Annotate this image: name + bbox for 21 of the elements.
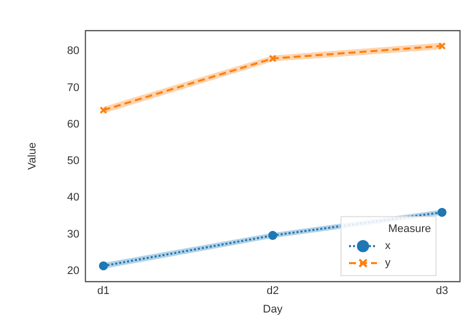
x-tick-label: d2 (266, 285, 279, 298)
legend-label: y (385, 257, 391, 270)
y-tick-label: 30 (67, 228, 80, 240)
point (100, 106, 108, 114)
point (268, 54, 277, 62)
y-axis-title: Value (26, 142, 39, 170)
y-tick-label: 20 (67, 265, 80, 278)
x-tick-label: d3 (436, 285, 448, 298)
x-axis-title: Day (262, 303, 283, 316)
point (438, 42, 446, 50)
x-tick-label: d1 (97, 285, 110, 298)
point (268, 230, 278, 240)
y-tick-label: 80 (67, 45, 80, 58)
legend-label: x (385, 240, 391, 252)
y-tick-label: 50 (67, 155, 80, 168)
legend-title: Measure (388, 223, 431, 236)
point (438, 208, 446, 217)
y-tick-label: 60 (67, 118, 80, 130)
point (98, 261, 108, 270)
y-tick-label: 70 (67, 82, 80, 94)
y-tick-label: 40 (67, 192, 80, 204)
